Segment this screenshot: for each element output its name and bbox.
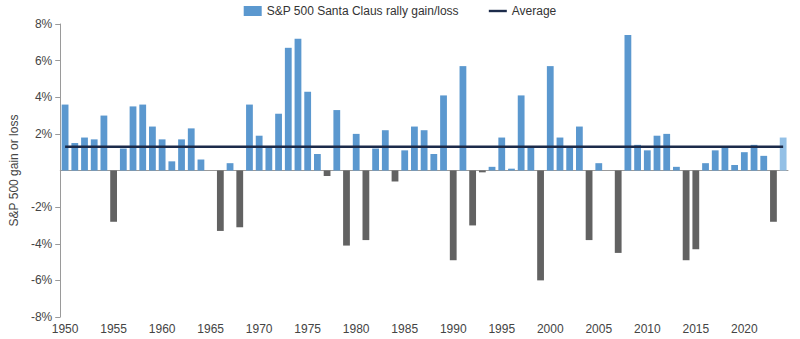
svg-text:2005: 2005 [585,322,612,336]
svg-text:1960: 1960 [149,322,176,336]
svg-text:2015: 2015 [682,322,709,336]
svg-text:1965: 1965 [197,322,224,336]
svg-text:6%: 6% [35,54,53,68]
svg-text:-4%: -4% [31,237,53,251]
svg-text:1980: 1980 [343,322,370,336]
svg-text:1970: 1970 [246,322,273,336]
svg-text:-6%: -6% [31,273,53,287]
svg-text:1975: 1975 [294,322,321,336]
svg-text:Average: Average [512,4,557,18]
svg-text:1985: 1985 [391,322,418,336]
svg-text:2010: 2010 [634,322,661,336]
svg-text:1955: 1955 [100,322,127,336]
svg-text:-8%: -8% [31,310,53,324]
svg-text:1950: 1950 [52,322,79,336]
svg-text:2000: 2000 [537,322,564,336]
svg-text:S&P 500 Santa Claus rally gain: S&P 500 Santa Claus rally gain/loss [267,4,459,18]
svg-text:2%: 2% [35,127,53,141]
svg-text:1990: 1990 [440,322,467,336]
svg-text:2020: 2020 [731,322,758,336]
svg-text:-2%: -2% [31,200,53,214]
svg-text:1995: 1995 [488,322,515,336]
svg-text:S&P 500 gain or loss: S&P 500 gain or loss [7,115,21,227]
svg-text:8%: 8% [35,17,53,31]
svg-text:4%: 4% [35,90,53,104]
